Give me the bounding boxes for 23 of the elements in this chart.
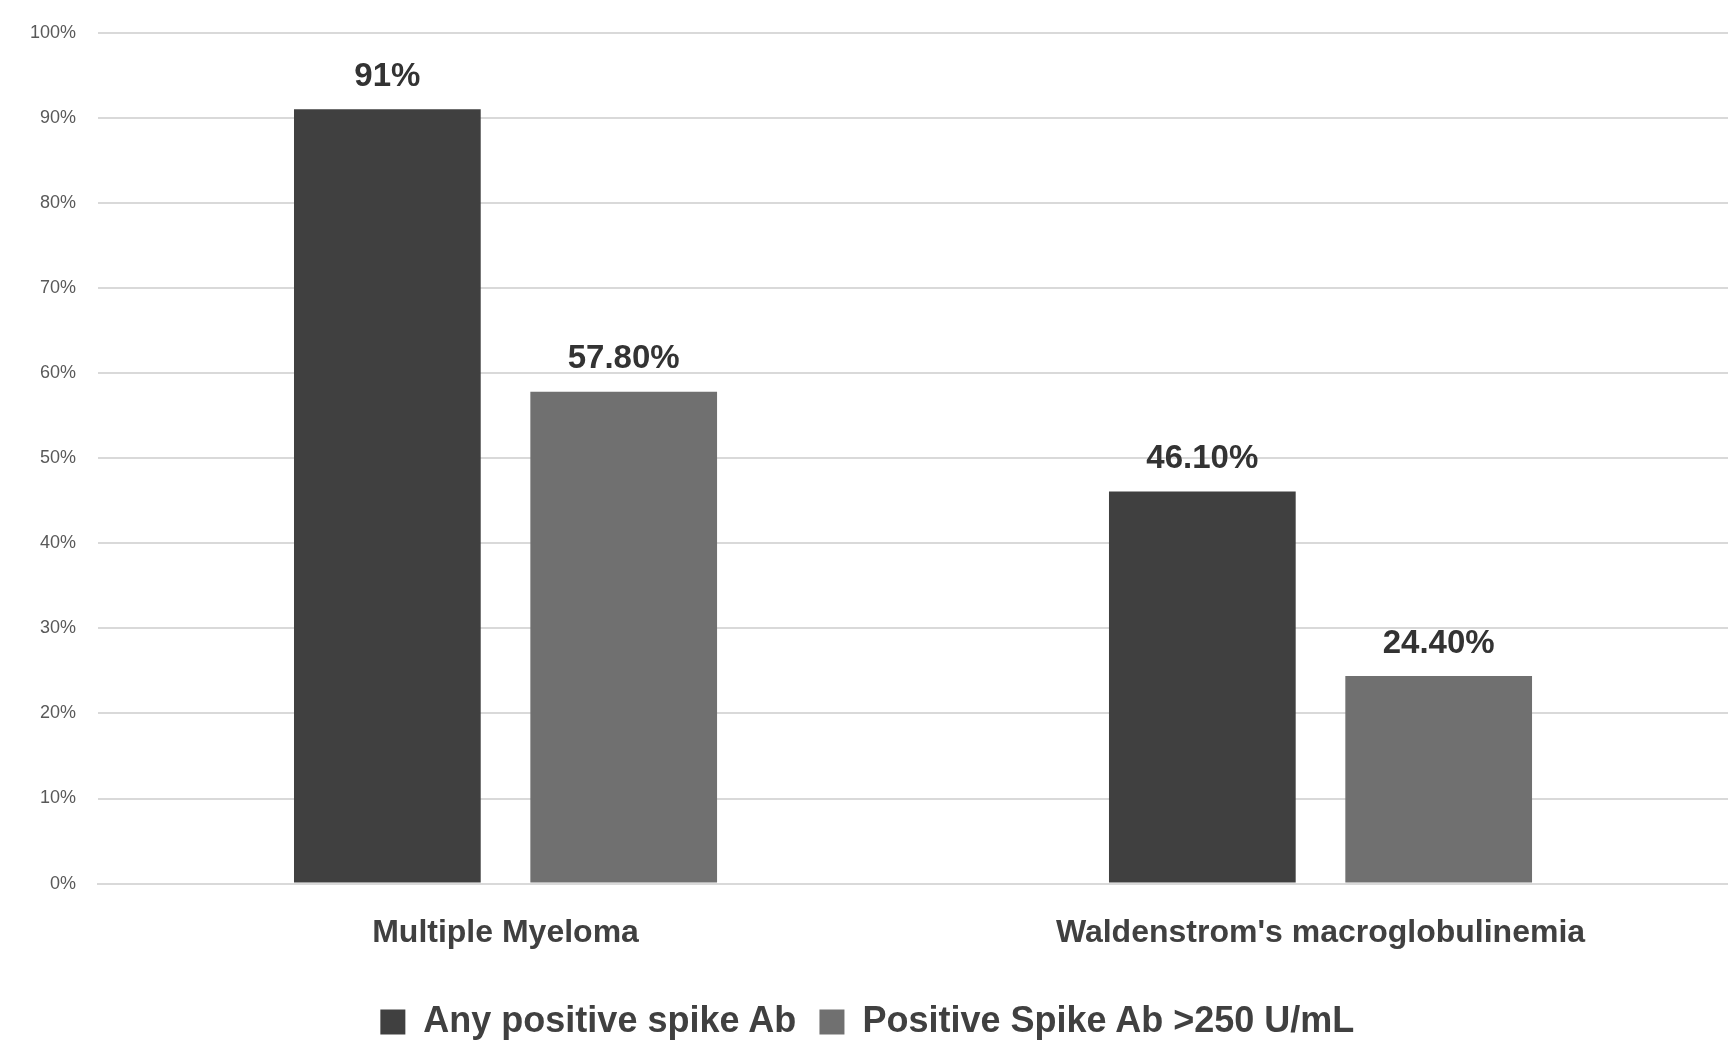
bar bbox=[1345, 676, 1533, 883]
bar bbox=[294, 109, 481, 883]
y-tick-label: 80% bbox=[40, 191, 77, 212]
y-tick-label: 100% bbox=[29, 21, 77, 42]
data-label: 24.40% bbox=[1382, 622, 1495, 660]
y-tick-label: 90% bbox=[40, 106, 77, 127]
y-tick-label: 30% bbox=[40, 617, 77, 638]
y-tick-label: 70% bbox=[40, 277, 77, 298]
y-tick-label: 0% bbox=[50, 872, 77, 893]
bar bbox=[530, 391, 718, 883]
y-tick-label: 20% bbox=[40, 702, 77, 723]
y-tick-label: 10% bbox=[40, 787, 77, 808]
x-tick-label: Waldenstrom's macroglobulinemia bbox=[1055, 912, 1586, 949]
legend-label: Any positive spike Ab bbox=[423, 998, 797, 1040]
x-tick-label: Multiple Myeloma bbox=[372, 912, 640, 949]
y-tick-label: 60% bbox=[40, 362, 77, 383]
data-label: 57.80% bbox=[567, 338, 680, 376]
data-label: 91% bbox=[354, 55, 421, 93]
y-tick-label: 40% bbox=[40, 532, 77, 553]
y-tick-label: 50% bbox=[40, 447, 77, 468]
data-label: 46.10% bbox=[1146, 437, 1259, 475]
bar bbox=[1108, 491, 1296, 883]
legend-label: Positive Spike Ab >250 U/mL bbox=[862, 998, 1355, 1040]
